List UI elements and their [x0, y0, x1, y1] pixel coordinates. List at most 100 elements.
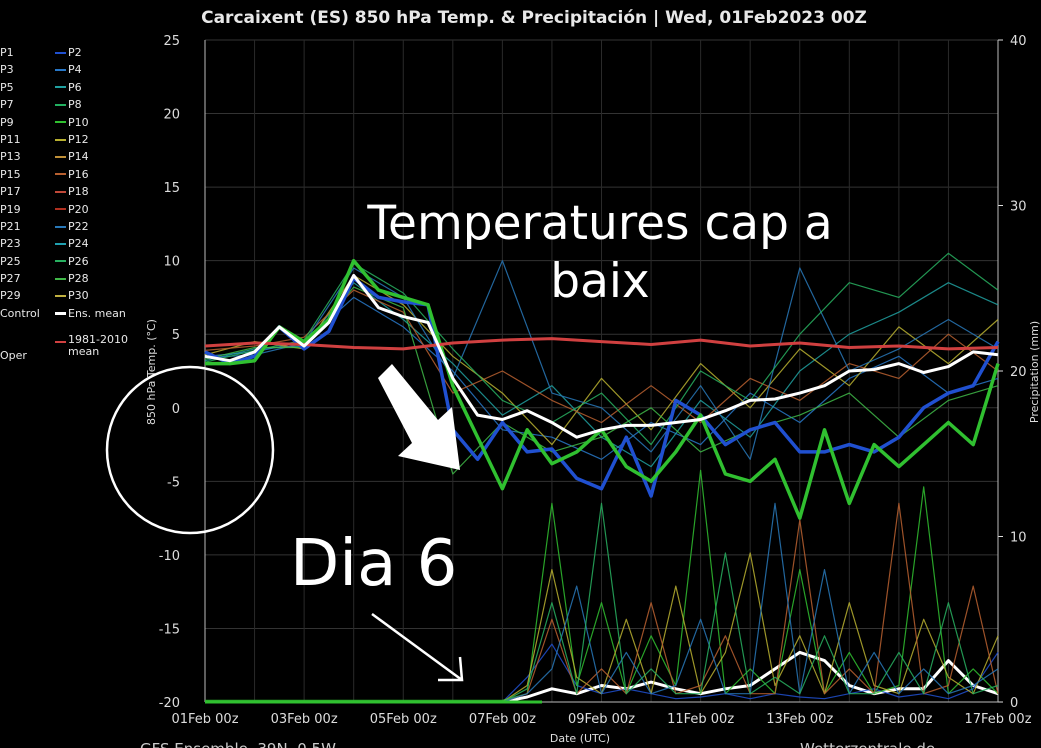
legend-row: P1 P2: [0, 44, 150, 61]
series-line-ens-mean: [204, 273, 999, 439]
x-tick-label: 09Feb 00z: [568, 712, 635, 727]
legend-entry: P19: [0, 201, 55, 218]
series-line-p26: [204, 252, 999, 446]
legend-swatch: [55, 242, 66, 245]
y2-tick-label: 30: [1010, 200, 1027, 215]
legend-label: P30: [68, 289, 89, 303]
legend-label: P27: [0, 272, 21, 286]
legend-label: P20: [68, 202, 89, 216]
legend-label: 1981-2010: [68, 333, 128, 347]
legend-entry: P1: [0, 44, 55, 61]
legend-entry: P12: [55, 131, 145, 148]
legend-entry: P2: [55, 44, 145, 61]
x-tick-label: 05Feb 00z: [370, 712, 437, 727]
legend-label: P1: [0, 46, 14, 59]
x-tick-label: 07Feb 00z: [469, 712, 536, 727]
legend-swatch: [55, 103, 66, 106]
series-line-p22: [204, 260, 999, 460]
legend-entry: P4: [55, 61, 145, 78]
legend-entry: P10: [55, 114, 145, 131]
legend-label: Ens. mean: [68, 306, 126, 320]
legend-entry: P7: [0, 96, 55, 113]
legend-label: mean: [68, 345, 100, 359]
legend-entry: P27: [0, 270, 55, 287]
legend-swatch: [55, 225, 66, 228]
headline-line-1: Temperatures cap a: [367, 196, 833, 251]
legend-entry: P3: [0, 61, 55, 78]
legend-row: P25 P26: [0, 253, 150, 270]
legend-row: P17 P18: [0, 183, 150, 200]
legend-entry: P21: [0, 218, 55, 235]
legend-label: Oper: [0, 348, 27, 362]
legend-swatch: [55, 173, 66, 176]
legend-entry: P25: [0, 253, 55, 270]
legend-label: P13: [0, 150, 21, 164]
legend-entry: P15: [0, 166, 55, 183]
headline-line-2: baix: [550, 254, 650, 309]
legend-label: P14: [68, 150, 89, 164]
legend-entry: P30: [55, 287, 145, 304]
dia6-annotation: Dia 6: [290, 527, 458, 601]
legend-swatch: [55, 277, 66, 280]
legend-entry: P5: [0, 79, 55, 96]
legend-label: P6: [68, 80, 82, 94]
x-tick-label: 01Feb 00z: [171, 712, 238, 727]
y2-tick-label: 40: [1010, 34, 1027, 49]
chart-title: Carcaixent (ES) 850 hPa Temp. & Precipit…: [201, 8, 867, 28]
legend-entry: Oper: [0, 334, 55, 364]
legend-entry: Ens. mean: [55, 305, 145, 322]
legend-swatch: [55, 190, 66, 193]
legend-label: P22: [68, 219, 89, 233]
legend-entry: P13: [0, 148, 55, 165]
legend-label: P4: [68, 63, 82, 77]
legend-label: P7: [0, 98, 14, 112]
legend-label: P24: [68, 237, 89, 251]
y-tick-label: 25: [163, 34, 180, 49]
legend-entry: P6: [55, 79, 145, 96]
legend-label: P18: [68, 185, 89, 199]
x-tick-label: 03Feb 00z: [271, 712, 338, 727]
legend-entry: P16: [55, 166, 145, 183]
legend-entry: P14: [55, 148, 145, 165]
legend-entry: P20: [55, 201, 145, 218]
legend-entry: P18: [55, 183, 145, 200]
legend-entry: P17: [0, 183, 55, 200]
legend-label: P19: [0, 202, 21, 216]
y2-tick-label: 20: [1010, 365, 1027, 380]
legend-row: Oper 1981-2010 mean: [0, 334, 150, 364]
legend-entry: P26: [55, 253, 145, 270]
x-tick-label: 11Feb 00z: [667, 712, 734, 727]
legend-swatch: [55, 312, 66, 316]
legend-label: P28: [68, 272, 89, 286]
legend-swatch: [55, 138, 66, 141]
headline-annotation: Temperatures cap a baix: [345, 195, 855, 311]
legend-label: P2: [68, 46, 82, 59]
legend-entry: P24: [55, 235, 145, 252]
legend-label: P5: [0, 80, 14, 94]
legend-label: P23: [0, 237, 21, 251]
legend-swatch: [55, 51, 66, 54]
footer-source-right: Wetterzentrale.de: [800, 740, 935, 748]
y-tick-label: 20: [163, 108, 180, 123]
arrow-thin-line: [371, 612, 463, 682]
legend-swatch: [55, 260, 66, 263]
legend-entry: Control: [0, 305, 55, 322]
y2-axis-label: Precipitation (mm): [1028, 321, 1041, 423]
legend-row: P3 P4: [0, 61, 150, 78]
legend-row: P29 P30: [0, 287, 150, 304]
legend-row: P11 P12: [0, 131, 150, 148]
footer-source-left: GFS Ensemble, 39N, 0.5W: [140, 740, 336, 748]
legend-label: P11: [0, 132, 21, 146]
legend-swatch: [55, 69, 66, 72]
legend-swatch: [55, 341, 66, 344]
x-tick-label: 17Feb 00z: [964, 712, 1031, 727]
legend-entry: P8: [55, 96, 145, 113]
legend-row: Control Ens. mean: [0, 305, 150, 322]
legend-label: P10: [68, 115, 89, 129]
y-tick-label: -20: [159, 696, 180, 711]
legend-row: P19 P20: [0, 201, 150, 218]
legend-label: P12: [68, 132, 89, 146]
legend-label: P29: [0, 289, 21, 303]
legend-row: P5 P6: [0, 79, 150, 96]
series-line-1981-2010-mean: [204, 337, 999, 351]
